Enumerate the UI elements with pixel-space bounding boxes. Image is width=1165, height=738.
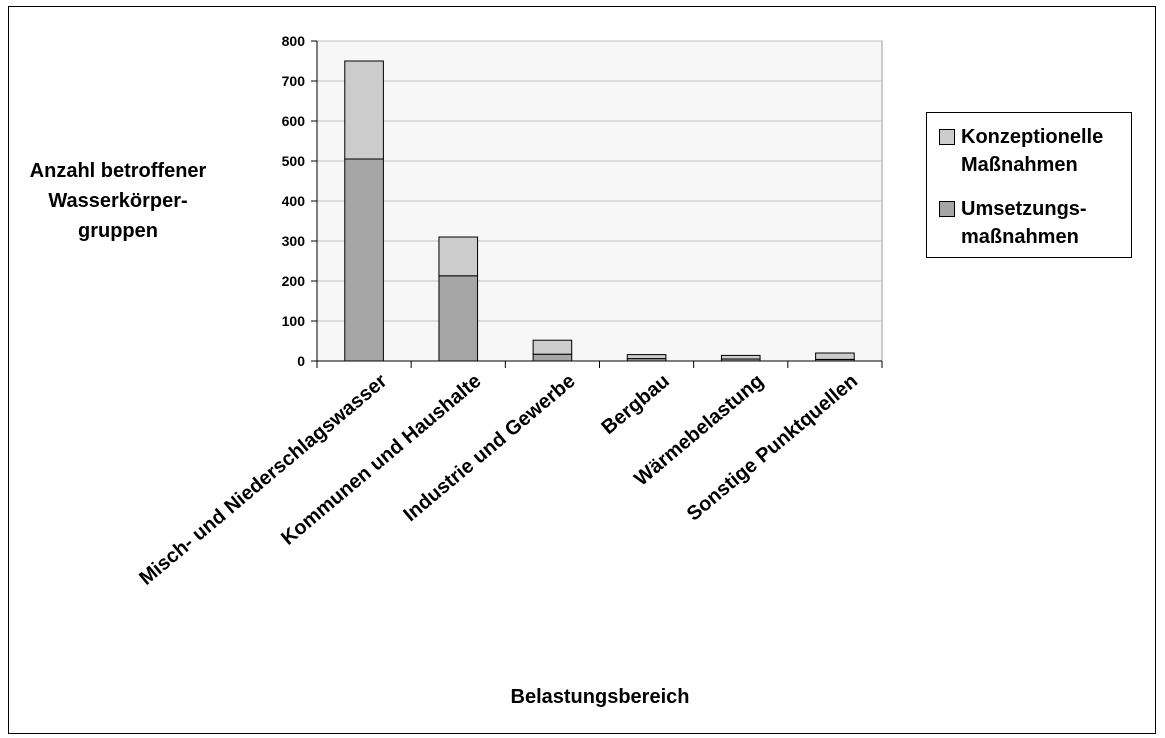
- y-tick-label: 500: [282, 153, 306, 169]
- bar-segment-umsetzung: [344, 158, 384, 362]
- bar-segment-konzeptionelle: [626, 354, 667, 360]
- legend-label-line: maßnahmen: [961, 226, 1079, 248]
- bar-segment-umsetzung: [438, 275, 479, 362]
- y-tick-label: 700: [282, 73, 306, 89]
- legend-swatch-umsetzung: [939, 201, 955, 217]
- y-tick-label: 300: [282, 233, 306, 249]
- x-tick-label: Industrie und Gewerbe: [399, 370, 579, 526]
- legend-item-konzeptionelle: Konzeptionelle Maßnahmen: [939, 123, 1103, 179]
- y-tick-label: 100: [282, 313, 306, 329]
- legend-label-umsetzung: Umsetzungs- maßnahmen: [961, 195, 1087, 251]
- bar-segment-konzeptionelle: [720, 354, 761, 360]
- legend: Konzeptionelle Maßnahmen Umsetzungs- maß…: [926, 112, 1132, 258]
- legend-item-umsetzung: Umsetzungs- maßnahmen: [939, 195, 1087, 251]
- x-axis-title: Belastungsbereich: [510, 686, 690, 708]
- legend-label-line: Konzeptionelle: [961, 126, 1104, 148]
- x-tick-label: Kommunen und Haushalte: [277, 370, 485, 550]
- x-tick-label: Sonstige Punktquellen: [683, 370, 862, 525]
- bar-segment-konzeptionelle: [815, 352, 855, 360]
- y-axis-title: Anzahl betroffener Wasserkörper- gruppen: [8, 156, 228, 246]
- bar-segment-konzeptionelle: [532, 339, 573, 355]
- bar-segment-konzeptionelle: [344, 60, 384, 160]
- legend-label-line: Umsetzungs-: [961, 198, 1087, 220]
- y-axis-title-line: gruppen: [78, 220, 158, 242]
- y-tick-label: 600: [282, 113, 306, 129]
- y-tick-label: 400: [282, 193, 306, 209]
- bar-segment-umsetzung: [532, 353, 573, 362]
- gridlines: [317, 40, 882, 322]
- legend-swatch-konzeptionelle: [939, 129, 955, 145]
- x-tick-label: Bergbau: [598, 370, 674, 439]
- y-tick-label: 800: [282, 33, 306, 49]
- y-axis-ticks: 0 100 200 300 400 500 600 700 800: [282, 33, 317, 369]
- legend-label-konzeptionelle: Konzeptionelle Maßnahmen: [961, 123, 1103, 179]
- y-axis-title-line: Anzahl betroffener: [29, 160, 207, 182]
- bar-segment-konzeptionelle: [438, 236, 479, 277]
- legend-label-line: Maßnahmen: [961, 154, 1078, 176]
- y-tick-label: 0: [297, 353, 305, 369]
- bars: [344, 60, 855, 362]
- y-axis-title-line: Wasserkörper-: [48, 190, 188, 212]
- y-tick-label: 200: [282, 273, 306, 289]
